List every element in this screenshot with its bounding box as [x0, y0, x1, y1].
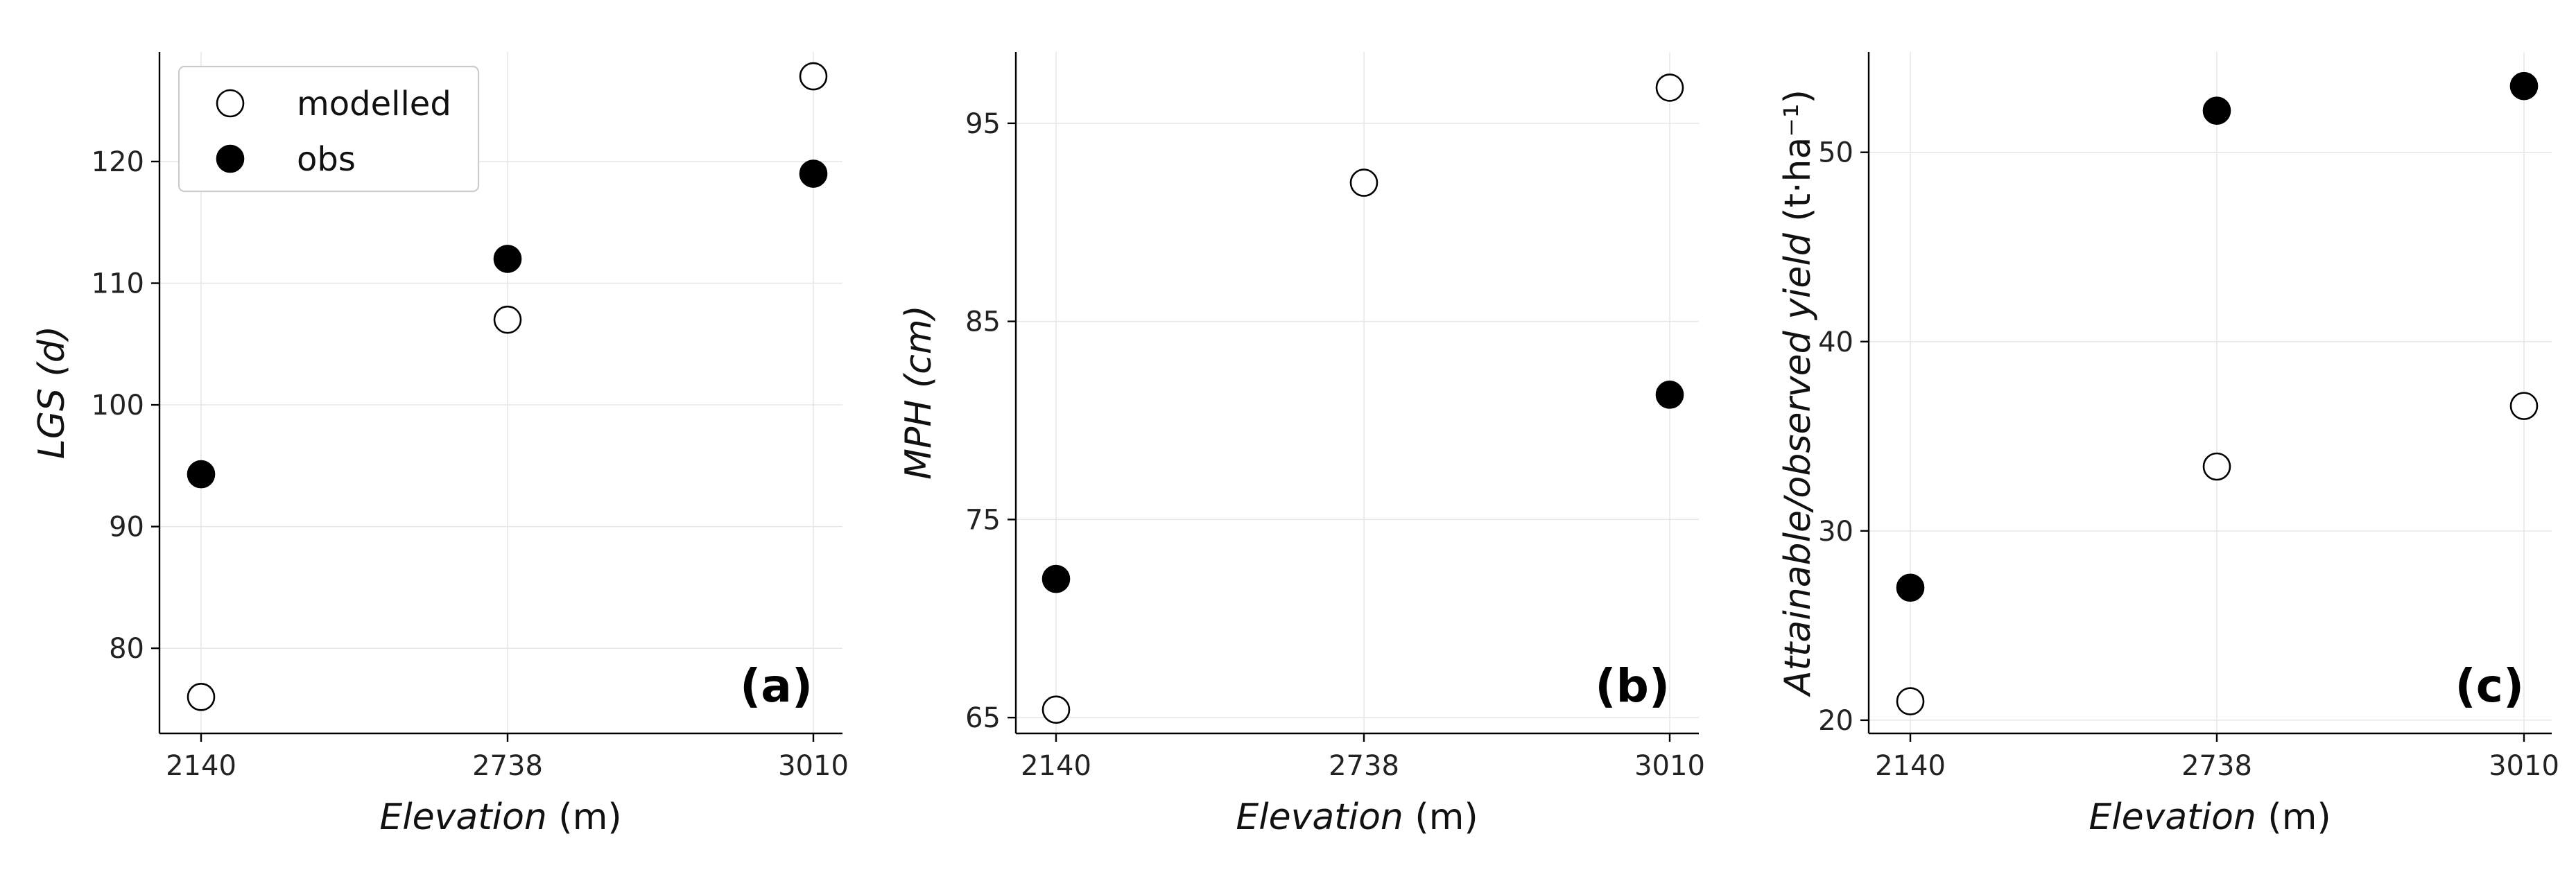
y-tick-label: 80 [109, 633, 144, 665]
panel-label: (a) [740, 659, 813, 713]
x-axis-label: Elevation (m) [379, 797, 621, 838]
y-tick-label: 120 [92, 146, 144, 178]
modelled-point [493, 305, 522, 334]
x-tick-label: 2140 [166, 750, 236, 782]
x-axis-label-main: Elevation [1236, 797, 1403, 838]
obs-point [2202, 96, 2231, 125]
x-tick-label: 2140 [1875, 750, 1946, 782]
obs-point [799, 159, 828, 188]
panel-c: 20 30 40 50 2140 2738 3010 Elevation (m) Attai… [1777, 52, 2559, 838]
y-axis-label-main: MPH [898, 400, 940, 480]
obs-point [1896, 573, 1925, 602]
legend-obs-marker [216, 144, 245, 173]
x-tick-label: 3010 [2489, 750, 2559, 782]
modelled-point [2509, 392, 2539, 420]
y-tick-label: 85 [965, 306, 1001, 338]
x-axis-label: Elevation (m) [2089, 797, 2331, 838]
y-tick-label: 30 [1818, 516, 1853, 548]
x-tick-label: 2738 [1329, 750, 1399, 782]
modelled-point [1349, 168, 1378, 197]
y-tick-label: 90 [109, 512, 144, 543]
panel-label: (b) [1595, 659, 1670, 713]
y-tick-label: 75 [965, 504, 1001, 536]
obs-point [1655, 381, 1684, 409]
legend-frame [178, 65, 480, 193]
y-axis-label: MPH (cm) [898, 305, 940, 480]
y-tick-label: 20 [1818, 705, 1853, 737]
legend: modelled obs [178, 65, 480, 193]
y-tick-label: 100 [92, 390, 144, 421]
legend-modelled-marker [216, 89, 245, 118]
x-axis-label: Elevation (m) [1236, 797, 1478, 838]
modelled-point [1041, 695, 1071, 724]
y-tick-label: 65 [965, 702, 1001, 734]
modelled-point [2202, 452, 2231, 481]
y-axis-label-unit: (d) [31, 326, 73, 377]
panel-label: (c) [2455, 659, 2524, 713]
y-tick-label: 110 [92, 268, 144, 300]
y-axis-label: LGS (d) [31, 326, 73, 459]
panel-b: 65 75 85 95 2140 2738 3010 Elevation (m) MPH (… [898, 52, 1705, 838]
y-axis-label-unit: (cm) [898, 305, 940, 388]
y-axis-label: Attainable/observed yield (t·ha⁻¹) [1777, 89, 1819, 697]
x-tick-label: 2140 [1021, 750, 1091, 782]
legend-modelled-label: modelled [297, 85, 451, 123]
x-axis-label-main: Elevation [379, 797, 547, 838]
modelled-point [187, 683, 216, 711]
obs-point [187, 460, 216, 489]
y-axis-label-unit: (t·ha⁻¹) [1777, 89, 1819, 222]
x-axis-label-unit: (m) [558, 797, 621, 838]
y-tick-label: 95 [965, 108, 1001, 140]
x-axis-label-unit: (m) [1415, 797, 1478, 838]
obs-point [2509, 71, 2539, 101]
y-tick-label: 40 [1818, 327, 1853, 358]
x-tick-label: 3010 [1634, 750, 1705, 782]
modelled-point [799, 62, 828, 91]
obs-point [493, 245, 522, 273]
legend-obs-label: obs [297, 140, 356, 179]
x-tick-label: 2738 [2181, 750, 2252, 782]
x-axis-label-main: Elevation [2089, 797, 2256, 838]
obs-point [1041, 564, 1071, 593]
modelled-point [1655, 73, 1684, 102]
x-tick-label: 3010 [778, 750, 849, 782]
y-tick-label: 50 [1818, 137, 1853, 169]
y-axis-label-main: LGS [31, 388, 73, 459]
x-tick-label: 2738 [472, 750, 543, 782]
y-axis-label-main: Attainable/observed yield [1777, 232, 1819, 697]
x-axis-label-unit: (m) [2267, 797, 2331, 838]
modelled-point [1896, 687, 1925, 715]
